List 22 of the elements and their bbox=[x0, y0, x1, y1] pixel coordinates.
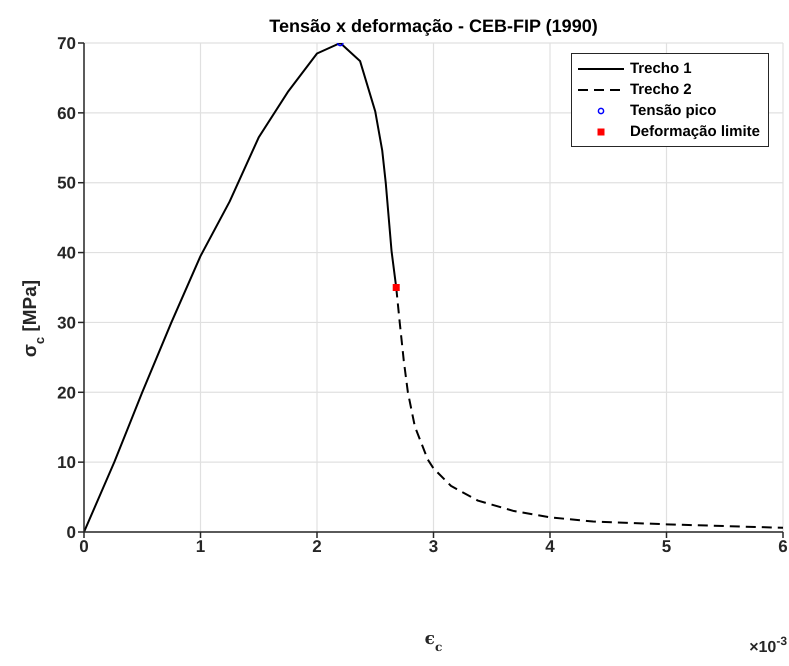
y-tick-label: 30 bbox=[57, 313, 76, 332]
y-tick-label: 60 bbox=[57, 104, 76, 123]
y-tick-label: 20 bbox=[57, 383, 76, 402]
y-tick-label: 10 bbox=[57, 453, 76, 472]
x-tick-label: 5 bbox=[662, 537, 672, 556]
y-tick-label: 40 bbox=[57, 244, 76, 263]
x-tick-label: 6 bbox=[778, 537, 788, 556]
y-tick-label: 70 bbox=[57, 34, 76, 54]
legend-label: Deformação limite bbox=[630, 123, 760, 140]
y-tick-label: 50 bbox=[57, 174, 76, 193]
x-tick-label: 3 bbox=[428, 537, 438, 556]
legend-label: Trecho 1 bbox=[630, 60, 692, 77]
y-tick-label: 0 bbox=[66, 523, 76, 542]
legend-label: Tensão pico bbox=[630, 102, 716, 119]
legend-label: Trecho 2 bbox=[630, 81, 692, 98]
text: ×10$^{-3}$ bbox=[749, 634, 788, 656]
chart-title: Tensão x deformação - CEB-FIP (1990) bbox=[269, 16, 598, 36]
x-tick-label: 0 bbox=[79, 537, 89, 556]
x-axis-title: ϵ$_{c}$ bbox=[424, 629, 442, 654]
x-tick-label: 2 bbox=[312, 537, 322, 556]
x-tick-label: 1 bbox=[196, 537, 206, 556]
x-tick-label: 4 bbox=[545, 537, 556, 556]
